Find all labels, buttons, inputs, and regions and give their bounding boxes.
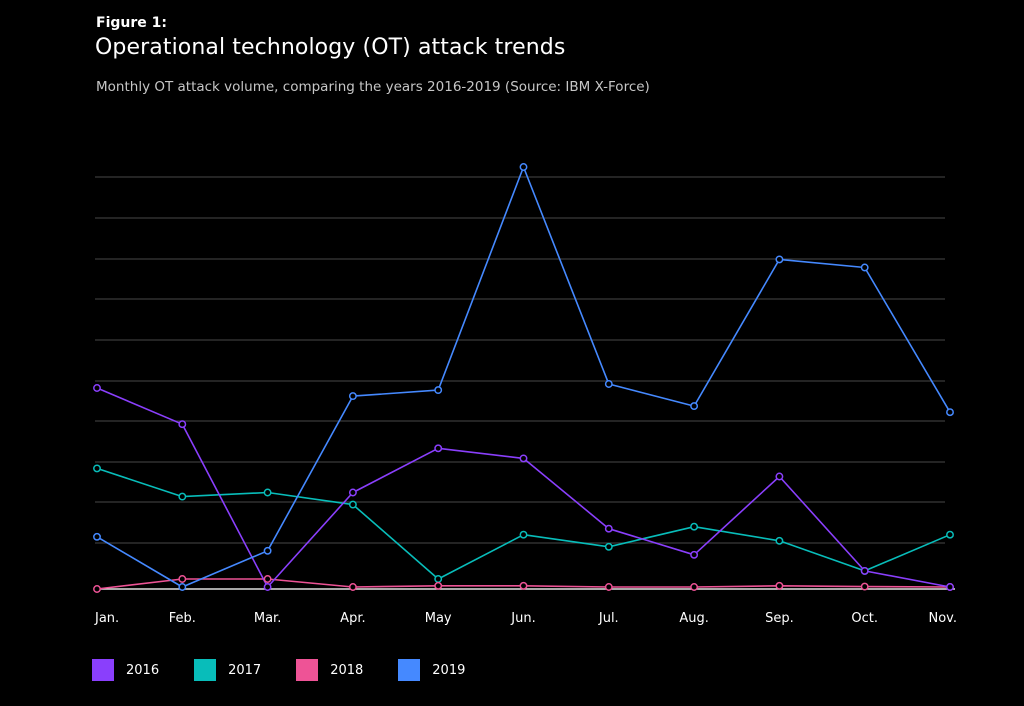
series-line-2016: [96, 387, 951, 588]
data-point-2018-8[interactable]: [775, 581, 784, 590]
series-points: [93, 163, 954, 593]
legend-label-2016: 2016: [126, 662, 160, 678]
data-point-2019-0[interactable]: [93, 532, 101, 541]
data-point-2017-5[interactable]: [519, 530, 528, 539]
x-tick-label-7: Aug.: [679, 611, 709, 626]
data-point-2018-5[interactable]: [519, 581, 528, 590]
figure-label: Figure 1:: [96, 15, 167, 31]
data-point-2019-5[interactable]: [519, 163, 528, 171]
data-point-2016-7[interactable]: [690, 550, 699, 559]
data-point-2019-4[interactable]: [434, 386, 443, 395]
data-point-2017-7[interactable]: [690, 522, 699, 531]
x-tick-label-9: Oct.: [851, 611, 878, 626]
data-point-2016-9[interactable]: [860, 566, 869, 575]
legend-label-2018: 2018: [330, 662, 364, 678]
data-point-2019-3[interactable]: [348, 392, 357, 401]
x-tick-label-2: Mar.: [254, 611, 281, 626]
data-point-2019-2[interactable]: [263, 546, 272, 555]
data-point-2019-9[interactable]: [860, 263, 869, 272]
legend-swatch-2017: [194, 659, 217, 681]
series-lines: [96, 166, 951, 590]
legend-swatch-2018: [296, 659, 319, 681]
chart-title: Operational technology (OT) attack trend…: [95, 35, 566, 60]
data-point-2017-1[interactable]: [178, 492, 187, 501]
legend-label-2017: 2017: [228, 662, 262, 678]
data-point-2017-4[interactable]: [434, 575, 443, 583]
data-point-2016-1[interactable]: [178, 420, 187, 429]
data-point-2017-8[interactable]: [775, 536, 784, 545]
x-tick-label-8: Sep.: [765, 611, 794, 626]
data-point-2018-7[interactable]: [690, 583, 699, 591]
data-point-2018-9[interactable]: [860, 582, 869, 591]
data-point-2018-4[interactable]: [434, 581, 443, 590]
data-point-2016-3[interactable]: [348, 488, 357, 497]
x-tick-label-4: May: [425, 611, 452, 626]
gridlines: [95, 176, 955, 590]
data-point-2019-8[interactable]: [775, 255, 784, 264]
chart-subtitle: Monthly OT attack volume, comparing the …: [96, 79, 650, 95]
data-point-2019-6[interactable]: [604, 380, 613, 388]
data-point-2017-6[interactable]: [604, 542, 613, 551]
x-tick-label-3: Apr.: [340, 611, 365, 626]
data-point-2016-4[interactable]: [434, 444, 443, 453]
data-point-2017-0[interactable]: [93, 464, 101, 473]
data-point-2018-2[interactable]: [263, 575, 272, 583]
data-point-2018-3[interactable]: [348, 583, 357, 591]
x-tick-label-6: Jul.: [598, 611, 619, 626]
x-tick-label-0: Jan.: [94, 611, 119, 626]
data-point-2018-1[interactable]: [178, 575, 187, 583]
x-axis-ticks: Jan. Feb. Mar. Apr. May Jun. Jul. Aug. Sep. Oct. N…: [94, 611, 957, 626]
legend-item-2019: 2019: [398, 659, 465, 681]
x-tick-label-10: Nov.: [929, 611, 958, 626]
data-point-2016-6[interactable]: [604, 524, 613, 533]
data-point-2019-1[interactable]: [178, 583, 187, 591]
x-tick-label-1: Feb.: [169, 611, 196, 626]
data-point-2018-0[interactable]: [93, 585, 101, 593]
data-point-2016-0[interactable]: [93, 384, 101, 392]
legend-swatch-2019: [398, 659, 421, 681]
legend-item-2017: 2017: [194, 659, 261, 681]
legend-item-2016: 2016: [92, 659, 159, 681]
data-point-2016-10[interactable]: [946, 583, 954, 591]
x-tick-label-5: Jun.: [510, 611, 535, 626]
data-point-2016-2[interactable]: [263, 583, 272, 591]
data-point-2017-10[interactable]: [946, 530, 954, 539]
data-point-2019-7[interactable]: [690, 402, 699, 411]
data-point-2018-6[interactable]: [604, 583, 613, 591]
data-point-2019-10[interactable]: [946, 408, 954, 417]
legend-swatch-2016: [92, 659, 114, 681]
legend-item-2018: 2018: [296, 659, 363, 681]
data-point-2016-5[interactable]: [519, 454, 528, 463]
data-point-2017-3[interactable]: [348, 500, 357, 509]
data-point-2017-2[interactable]: [263, 488, 272, 497]
data-point-2016-8[interactable]: [775, 472, 784, 481]
legend-label-2019: 2019: [432, 662, 466, 678]
legend: 2016 2017 2018 2019: [92, 659, 500, 681]
